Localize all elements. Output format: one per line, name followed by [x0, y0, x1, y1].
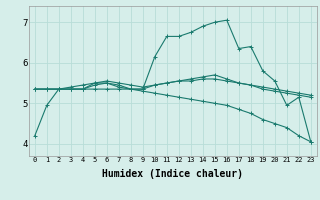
X-axis label: Humidex (Indice chaleur): Humidex (Indice chaleur) [102, 169, 243, 179]
